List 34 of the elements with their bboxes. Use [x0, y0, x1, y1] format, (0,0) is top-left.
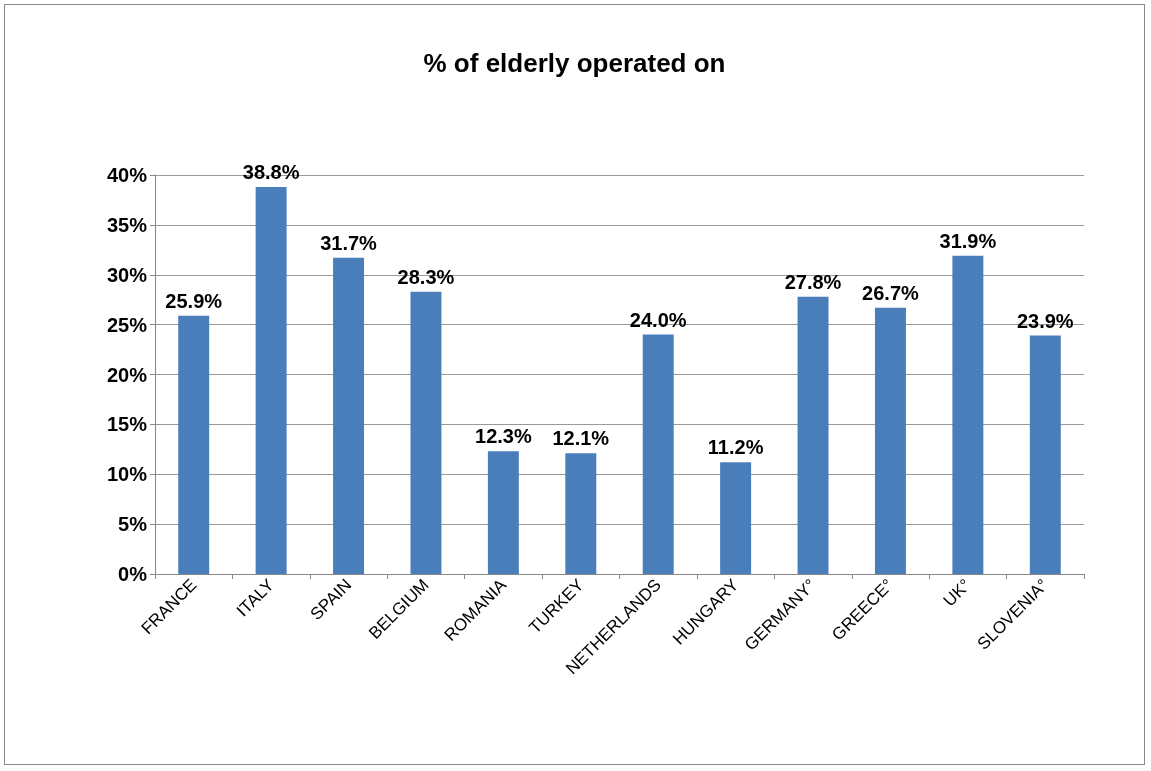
y-tick-label: 20% — [106, 363, 148, 386]
data-label: 38.8% — [242, 160, 300, 183]
data-label: 26.7% — [862, 281, 920, 304]
bar — [874, 307, 906, 574]
bar — [487, 451, 519, 574]
bar — [642, 334, 674, 574]
y-tick-label: 15% — [106, 413, 148, 436]
bar — [410, 291, 442, 574]
data-label: 12.1% — [552, 427, 610, 450]
data-label: 24.0% — [629, 308, 687, 331]
y-tick-label: 30% — [106, 263, 148, 286]
chart-title: % of elderly operated on — [423, 48, 726, 78]
bar — [255, 186, 287, 574]
y-tick-label: 35% — [106, 213, 148, 236]
data-label: 31.9% — [939, 229, 997, 252]
y-tick-label: 5% — [118, 513, 148, 536]
bar — [797, 296, 829, 574]
bar — [333, 257, 365, 574]
data-label: 12.3% — [475, 425, 532, 448]
bar — [952, 255, 984, 574]
x-tick-label: UK° — [939, 575, 975, 611]
data-label: 31.7% — [320, 231, 378, 254]
bar — [565, 453, 597, 574]
data-label: 27.8% — [784, 270, 842, 293]
data-label: 11.2% — [707, 436, 764, 459]
y-tick-label: 25% — [106, 313, 148, 336]
bar — [178, 315, 210, 574]
data-label: 23.9% — [1016, 309, 1074, 332]
bar — [1029, 335, 1061, 574]
y-tick-label: 10% — [106, 463, 148, 486]
data-label: 25.9% — [165, 289, 223, 312]
y-tick-label: 40% — [106, 164, 148, 186]
data-label: 28.3% — [397, 265, 455, 288]
bar — [720, 462, 752, 574]
